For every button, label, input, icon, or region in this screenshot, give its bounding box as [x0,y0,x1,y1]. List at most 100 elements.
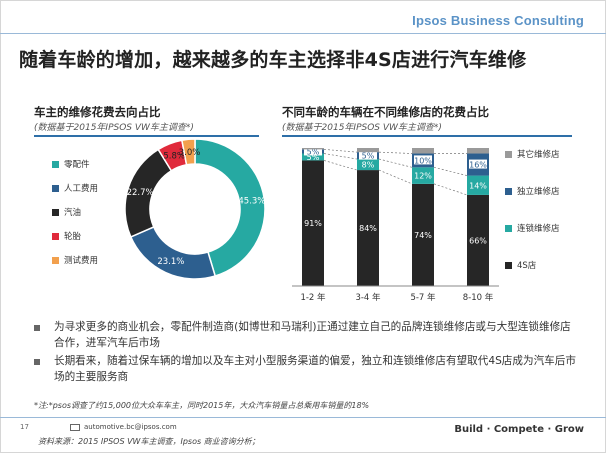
footer-email: automotive.bc@ipsos.com [70,423,177,431]
email-text: automotive.bc@ipsos.com [84,423,177,431]
legend-item: 轮胎 [52,230,81,242]
brand-name: Ipsos Business Consulting [412,13,584,28]
legend-label: 人工费用 [64,184,99,194]
donut-slice-label: 22.7% [127,188,154,198]
series-connector [378,151,413,154]
bar-legend: 其它维修店独立维修店连锁维修店 4S店 [505,148,595,288]
header-divider [0,33,606,34]
bullet-marker [34,359,40,365]
legend-label: 汽油 [64,208,82,218]
legend-swatch [505,187,512,195]
bar-value-label: 74% [414,231,432,240]
bar-label-backdrop [359,150,377,160]
legend-label: 零配件 [64,160,90,170]
series-connector [323,149,358,153]
right-panel-rule [282,135,572,137]
bullet-list: 为寻求更多的商业机会，零配件制造商(如博世和马瑞利)正通过建立自己的品牌连锁维修… [34,320,579,388]
legend-item: 独立维修店 [505,185,560,197]
x-tick-label: 3-4 年 [355,292,381,303]
bar-label-backdrop [414,155,432,165]
bar-value-label: 8% [362,161,375,170]
legend-swatch [505,261,512,269]
series-connector [323,153,358,160]
bar-value-label: 5% [307,153,320,162]
legend-swatch [52,208,59,216]
bar-value-label: 16% [469,161,487,170]
bar-label-backdrop [304,146,322,156]
bar-value-label: 5% [362,152,375,161]
legend-label: 连锁维修店 [517,224,560,234]
bar-value-label: 14% [469,181,487,190]
bar-value-label: 5% [307,147,320,156]
bar-segment [302,160,324,286]
series-connector [378,158,413,168]
tagline: Build · Compete · Grow [454,424,584,435]
legend-label: 4S店 [517,261,537,271]
legend-swatch [52,160,59,168]
bar-value-label: 91% [304,219,322,228]
bar-segment [357,170,379,286]
x-tick-label: 1-2 年 [300,292,326,303]
right-chart-title: 不同车龄的车辆在不同维修店的花费占比 [282,105,489,119]
bullet-item: 长期看来，随着过保车辆的增加以及车主对小型服务渠道的偏爱，独立和连锁维修店有望取… [34,354,579,385]
donut-slice-label: 23.1% [157,257,184,267]
legend-item: 其它维修店 [505,148,560,160]
source-note: 资料来源：2015 IPSOS VW车主调查，Ipsos 商业咨询分析； [38,437,260,446]
right-chart-subtitle: (数据基于2015年IPSOS VW车主调查*) [282,123,442,133]
page-number: 17 [20,423,29,431]
series-connector [433,166,468,176]
bar-value-label: 84% [359,224,377,233]
series-connector [433,183,468,196]
x-tick-label: 5-7 年 [410,292,436,303]
bar-segment [467,194,489,286]
legend-label: 轮胎 [64,232,82,242]
stacked-bar-chart: 91%5%5%1-2 年84%8%5%3-4 年74%12%10%5-7 年66… [292,146,499,303]
legend-item: 4S店 [505,259,536,271]
bullet-item: 为寻求更多的商业机会，零配件制造商(如博世和马瑞利)正通过建立自己的品牌连锁维修… [34,320,579,351]
bar-value-label: 10% [414,156,432,165]
legend-item: 测试费用 [52,254,98,266]
bar-segment [412,183,434,286]
donut-slice [129,225,217,280]
left-chart-subtitle: (数据基于2015年IPSOS VW车主调查*) [34,123,194,133]
series-connector [323,160,358,171]
bar-label-backdrop [469,159,487,169]
x-tick-label: 8-10 年 [463,292,494,303]
donut-slice [194,138,266,277]
legend-swatch [52,232,59,240]
legend-swatch [505,150,512,158]
donut-slice-label: 45.3% [238,197,265,207]
legend-swatch [52,256,59,264]
legend-swatch [505,224,512,232]
legend-swatch [52,184,59,192]
bar-segment [302,153,324,161]
left-panel-rule [34,135,259,137]
legend-item: 人工费用 [52,182,98,194]
bar-segment [302,148,324,150]
bar-segment [357,159,379,171]
bar-value-label: 66% [469,236,487,245]
donut-slice-label: 5.8% [163,151,185,161]
bar-segment [412,167,434,184]
bar-segment [357,148,379,153]
bar-segment [467,175,489,195]
bullet-text: 长期看来，随着过保车辆的增加以及车主对小型服务渠道的偏爱，独立和连锁维修店有望取… [54,355,576,383]
footer-divider [0,417,606,418]
bar-segment [412,148,434,154]
legend-item: 连锁维修店 [505,222,560,234]
left-chart-title: 车主的维修花费去向占比 [34,105,161,119]
legend-label: 独立维修店 [517,187,560,197]
mail-icon [70,423,80,431]
slide-title: 随着车龄的增加，越来越多的车主选择非4S店进行汽车维修 [19,49,527,71]
legend-label: 测试费用 [64,256,99,266]
bullet-text: 为寻求更多的商业机会，零配件制造商(如博世和马瑞利)正通过建立自己的品牌连锁维修… [54,321,571,349]
footnote: *注:*psos调查了约15,000位大众车车主，同时2015年，大众汽车销量占… [34,401,370,410]
donut-slice [180,138,196,166]
legend-item: 汽油 [52,206,81,218]
donut-slice-label: 3.0% [179,148,201,158]
legend-item: 零配件 [52,158,90,170]
bar-value-label: 12% [414,172,432,181]
bar-segment [467,148,489,154]
donut-chart: 45.3% 23.1% 22.7% 5.8%3.0% [124,138,266,280]
legend-label: 其它维修店 [517,150,560,160]
